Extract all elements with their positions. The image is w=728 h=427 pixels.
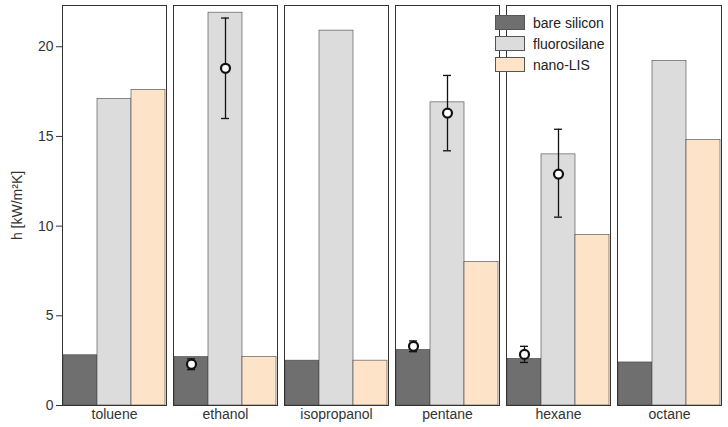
html-text:bare silicon: bare silicon (533, 14, 604, 31)
svg-text:20: 20 (38, 38, 54, 54)
svg-text:toluene: toluene (92, 406, 138, 422)
svg-text:0: 0 (46, 397, 54, 413)
svg-text:isopropanol: isopropanol (300, 406, 372, 422)
svg-text:octane: octane (648, 406, 690, 422)
svg-text:hexane: hexane (536, 406, 582, 422)
svg-text:pentane: pentane (422, 406, 473, 422)
svg-text:10: 10 (38, 218, 54, 234)
svg-text:h [kW/m²K]: h [kW/m²K] (9, 171, 25, 240)
html-text:nano-LIS: nano-LIS (533, 56, 590, 73)
svg-text:5: 5 (46, 307, 54, 323)
svg-text:15: 15 (38, 128, 54, 144)
svg-text:ethanol: ethanol (203, 406, 249, 422)
html-text:fluorosilane: fluorosilane (533, 35, 605, 52)
